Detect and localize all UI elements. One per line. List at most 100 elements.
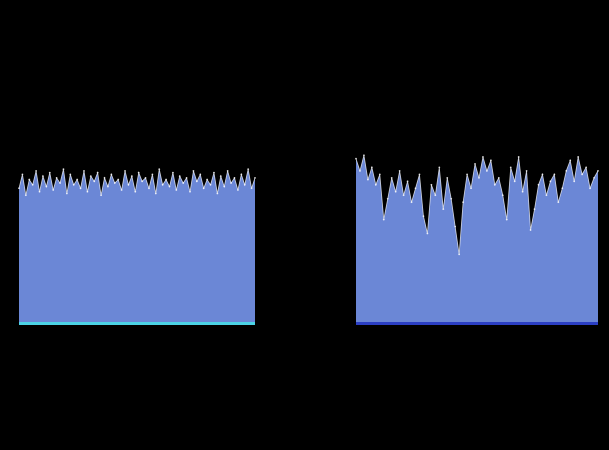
data-point [497, 176, 500, 179]
data-point [470, 187, 472, 190]
data-point [96, 171, 99, 174]
data-point [521, 190, 524, 193]
data-point [117, 178, 120, 181]
data-point [216, 192, 219, 195]
data-point [185, 176, 188, 179]
data-point [434, 194, 437, 197]
data-point [124, 169, 126, 172]
data-point [438, 166, 441, 169]
data-point [382, 218, 385, 221]
data-point [442, 208, 445, 211]
data-point [48, 171, 51, 174]
data-point [72, 183, 75, 186]
data-point [501, 194, 504, 197]
data-point [430, 183, 433, 186]
data-point [240, 173, 243, 176]
data-point [378, 173, 381, 176]
area-fill [356, 155, 598, 324]
data-point [374, 183, 377, 186]
data-point [402, 194, 405, 197]
data-point [410, 201, 413, 204]
data-point [175, 189, 178, 191]
data-point [42, 175, 44, 178]
data-point [505, 218, 508, 221]
data-point [137, 171, 140, 174]
data-point [172, 171, 174, 174]
series-line [355, 155, 599, 255]
data-point [390, 176, 393, 179]
data-point [418, 173, 421, 176]
data-point [414, 187, 417, 190]
data-point [213, 171, 215, 174]
data-point [422, 215, 425, 218]
data-point [462, 201, 465, 204]
data-point [223, 185, 226, 188]
data-point [553, 173, 556, 176]
data-point [230, 182, 232, 184]
area-chart-2 [355, 154, 599, 325]
data-point [178, 175, 181, 178]
data-point [21, 173, 24, 176]
data-point [18, 187, 20, 190]
data-point [474, 163, 476, 165]
data-point [83, 169, 85, 172]
data-point [233, 176, 236, 179]
data-point [141, 180, 144, 183]
data-point [161, 183, 164, 186]
data-point [370, 166, 373, 169]
data-point [398, 169, 401, 172]
data-point [557, 201, 560, 204]
data-point [458, 253, 461, 256]
data-point [446, 176, 449, 179]
data-point [202, 187, 205, 190]
data-point [69, 173, 72, 176]
data-point [107, 185, 109, 188]
area-fill [19, 169, 255, 324]
data-point [545, 194, 548, 197]
data-point [517, 156, 520, 158]
data-point [76, 178, 79, 181]
data-point [450, 197, 453, 200]
data-point [359, 169, 361, 172]
data-point [247, 168, 250, 171]
data-point [110, 173, 113, 176]
data-point [573, 180, 576, 183]
data-point [52, 189, 55, 191]
data-point [89, 175, 92, 178]
data-point [237, 189, 239, 191]
data-point [144, 176, 147, 179]
data-point [206, 178, 209, 181]
data-point [55, 176, 58, 179]
data-point [533, 208, 536, 211]
data-point [103, 176, 106, 179]
data-point [31, 183, 34, 186]
data-point [597, 169, 599, 172]
series-line [18, 169, 256, 196]
data-point [478, 176, 480, 179]
data-point [581, 173, 584, 176]
data-point [367, 178, 369, 181]
data-point [209, 183, 212, 186]
data-point [549, 180, 552, 183]
data-point [199, 173, 202, 176]
data-point [182, 182, 185, 184]
data-point [529, 229, 532, 231]
data-point [120, 189, 123, 191]
data-point [509, 166, 512, 169]
data-point [561, 187, 564, 190]
data-point [466, 173, 468, 176]
data-point [394, 190, 397, 193]
data-point [355, 157, 357, 160]
data-point [113, 182, 116, 184]
data-point [363, 154, 365, 157]
data-point [493, 183, 496, 186]
data-point [513, 180, 516, 183]
data-point [35, 169, 37, 172]
data-point [154, 192, 157, 195]
data-point [65, 192, 68, 195]
data-point [226, 169, 229, 172]
data-point [593, 176, 595, 179]
data-point [482, 156, 484, 158]
